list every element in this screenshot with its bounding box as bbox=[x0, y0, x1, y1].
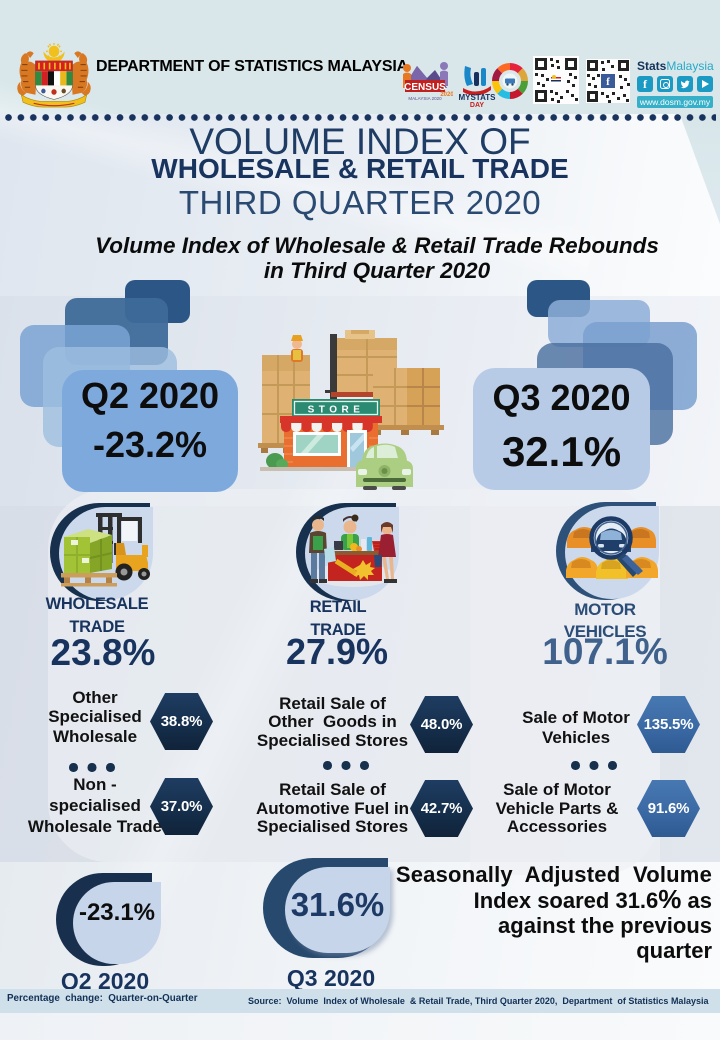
svg-text:STORE: STORE bbox=[308, 405, 365, 416]
svg-text:MYSTATS: MYSTATS bbox=[458, 93, 496, 102]
svg-text:CENSUS: CENSUS bbox=[404, 82, 446, 93]
svg-text:2020: 2020 bbox=[440, 92, 453, 98]
svg-text:MALAYSIA 2020: MALAYSIA 2020 bbox=[408, 96, 442, 101]
svg-text:f: f bbox=[606, 76, 610, 88]
svg-text:DAY: DAY bbox=[470, 102, 484, 108]
